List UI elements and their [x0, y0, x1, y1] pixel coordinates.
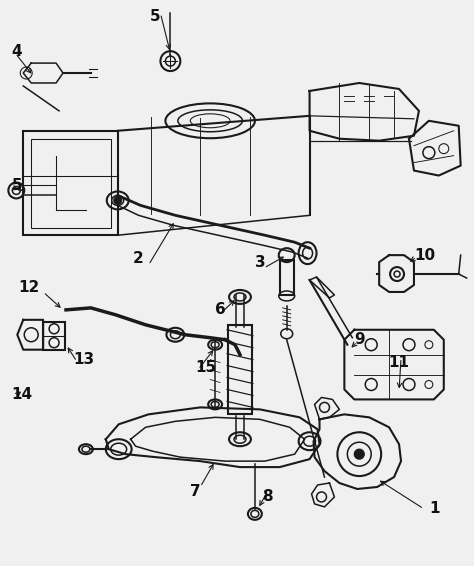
Text: 8: 8 [263, 489, 273, 504]
Text: 13: 13 [73, 352, 94, 367]
Text: 6: 6 [215, 302, 226, 318]
Text: 5: 5 [11, 178, 22, 193]
Text: 7: 7 [190, 484, 201, 499]
Text: 1: 1 [429, 501, 439, 516]
Text: 9: 9 [354, 332, 365, 347]
Text: 11: 11 [389, 355, 410, 370]
Circle shape [114, 196, 122, 204]
Text: 5: 5 [150, 10, 161, 24]
Text: 4: 4 [11, 44, 22, 59]
Text: 14: 14 [11, 387, 32, 402]
Text: 2: 2 [133, 251, 144, 265]
Text: 15: 15 [195, 360, 216, 375]
Text: 3: 3 [255, 255, 265, 269]
Text: 10: 10 [414, 248, 435, 263]
Text: 12: 12 [18, 281, 39, 295]
Circle shape [354, 449, 364, 459]
